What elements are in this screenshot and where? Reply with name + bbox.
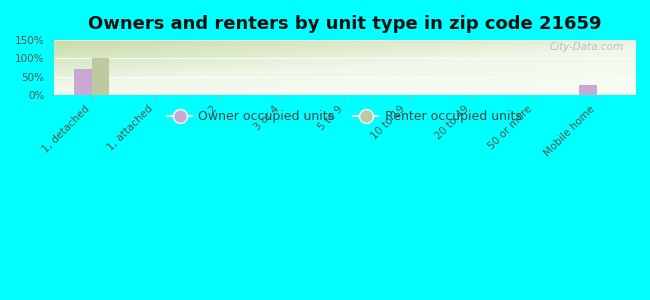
Bar <box>579 85 597 95</box>
Bar <box>74 69 92 95</box>
Legend: Owner occupied units, Renter occupied units: Owner occupied units, Renter occupied un… <box>162 105 526 128</box>
Title: Owners and renters by unit type in zip code 21659: Owners and renters by unit type in zip c… <box>88 15 601 33</box>
Bar <box>92 58 109 95</box>
Text: City-Data.com: City-Data.com <box>549 42 623 52</box>
